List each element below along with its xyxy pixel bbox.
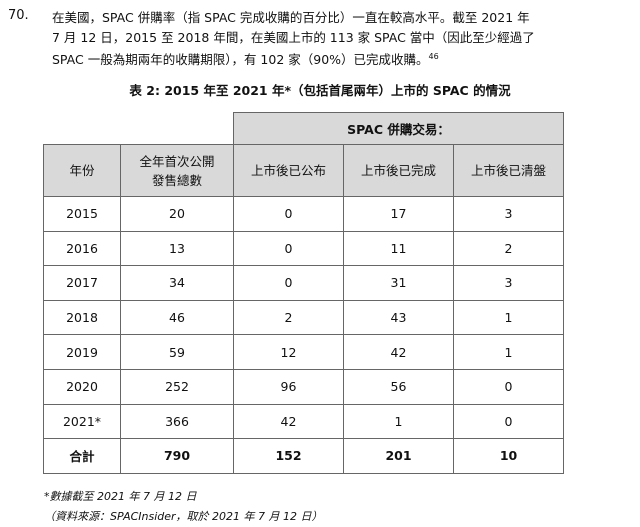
- table-cell: 0: [233, 230, 344, 267]
- table-row: 2021* 366 42 1 0: [43, 403, 565, 440]
- table-cell: 0: [452, 403, 565, 440]
- table-cell: 2019: [43, 334, 121, 370]
- table-cell: 56: [343, 368, 454, 405]
- table-row: 2016 13 0 11 2: [43, 230, 565, 267]
- table-cell: 0: [452, 368, 565, 405]
- paragraph: 在美國，SPAC 併購率（指 SPAC 完成收購的百分比）一直在較高水平。截至 …: [52, 8, 535, 70]
- text-line: 7 月 12 日，2015 至 2018 年間，在美國上市的 113 家 SPA…: [52, 29, 535, 45]
- table-cell: 3: [452, 196, 565, 232]
- table-cell: 2020: [43, 368, 121, 405]
- table-cell: 13: [120, 230, 234, 267]
- notes: *數據截至 2021 年 7 月 12 日 （資料來源：SPACInsider，…: [44, 487, 323, 527]
- table-cell: 59: [120, 334, 234, 370]
- table-cell: 1: [452, 299, 565, 336]
- table-cell: 2017: [43, 265, 121, 301]
- table-cell: 12: [233, 334, 344, 370]
- table-cell: 20: [120, 196, 234, 232]
- column-header: 上市後已清盤: [452, 144, 565, 197]
- total-row: 合計 790 152 201 10: [43, 438, 565, 474]
- table-cell: 366: [120, 403, 234, 440]
- table-cell: 2016: [43, 230, 121, 267]
- table-cell: 17: [343, 196, 454, 232]
- table-cell: 2021*: [43, 403, 121, 440]
- table-cell: 46: [120, 299, 234, 336]
- column-header: 全年首次公開發售總數: [120, 144, 234, 197]
- table-cell: 42: [343, 334, 454, 370]
- table-cell: 34: [120, 265, 234, 301]
- table-caption: 表 2: 2015 年至 2021 年*（包括首尾兩年）上市的 SPAC 的情況: [129, 83, 511, 98]
- table-cell: 10: [452, 438, 565, 474]
- text-line: 在美國，SPAC 併購率（指 SPAC 完成收購的百分比）一直在較高水平。截至 …: [52, 10, 530, 25]
- note: *數據截至 2021 年 7 月 12 日: [44, 490, 197, 503]
- table-cell: 2: [233, 299, 344, 336]
- table-row: 2015 20 0 17 3: [43, 196, 565, 232]
- table-cell: 1: [343, 403, 454, 440]
- footnote-ref: 46: [428, 52, 439, 61]
- table-cell: 252: [120, 368, 234, 405]
- table-row: 2017 34 0 31 3: [43, 265, 565, 301]
- paragraph-number: 70.: [8, 8, 29, 23]
- text-line: SPAC 一般為期兩年的收購期限），有 102 家（90%）已完成收購。46: [52, 47, 535, 70]
- table-cell: 43: [343, 299, 454, 336]
- table-cell: 152: [233, 438, 344, 474]
- table-cell: 0: [233, 265, 344, 301]
- table-row: 2019 59 12 42 1: [43, 334, 565, 370]
- table-row: 2020 252 96 56 0: [43, 368, 565, 405]
- table-cell: 790: [120, 438, 234, 474]
- table-cell: 31: [343, 265, 454, 301]
- table-cell: 201: [343, 438, 454, 474]
- table: SPAC 併購交易： 年份 全年首次公開發售總數 上市後已公布 上市後已完成 上市後已清…: [43, 112, 565, 474]
- table-row: 2018 46 2 43 1: [43, 299, 565, 336]
- note: （資料來源：SPACInsider，取於 2021 年 7 月 12 日）: [44, 510, 323, 523]
- group-header: SPAC 併購交易：: [232, 112, 565, 145]
- table-cell: 3: [452, 265, 565, 301]
- column-header: 上市後已完成: [343, 144, 454, 197]
- table-cell: 11: [343, 230, 454, 267]
- table-cell: 2: [452, 230, 565, 267]
- table-cell: 2018: [43, 299, 121, 336]
- table-cell: 2015: [43, 196, 121, 232]
- table-cell: 0: [233, 196, 344, 232]
- table-cell: 合計: [43, 438, 121, 474]
- column-header: 年份: [43, 144, 121, 197]
- text: SPAC 一般為期兩年的收購期限），有 102 家（90%）已完成收購。: [52, 52, 429, 68]
- table-cell: 1: [452, 334, 565, 370]
- column-header: 上市後已公布: [233, 144, 344, 197]
- table-cell: 42: [233, 403, 344, 440]
- table-cell: 96: [233, 368, 344, 405]
